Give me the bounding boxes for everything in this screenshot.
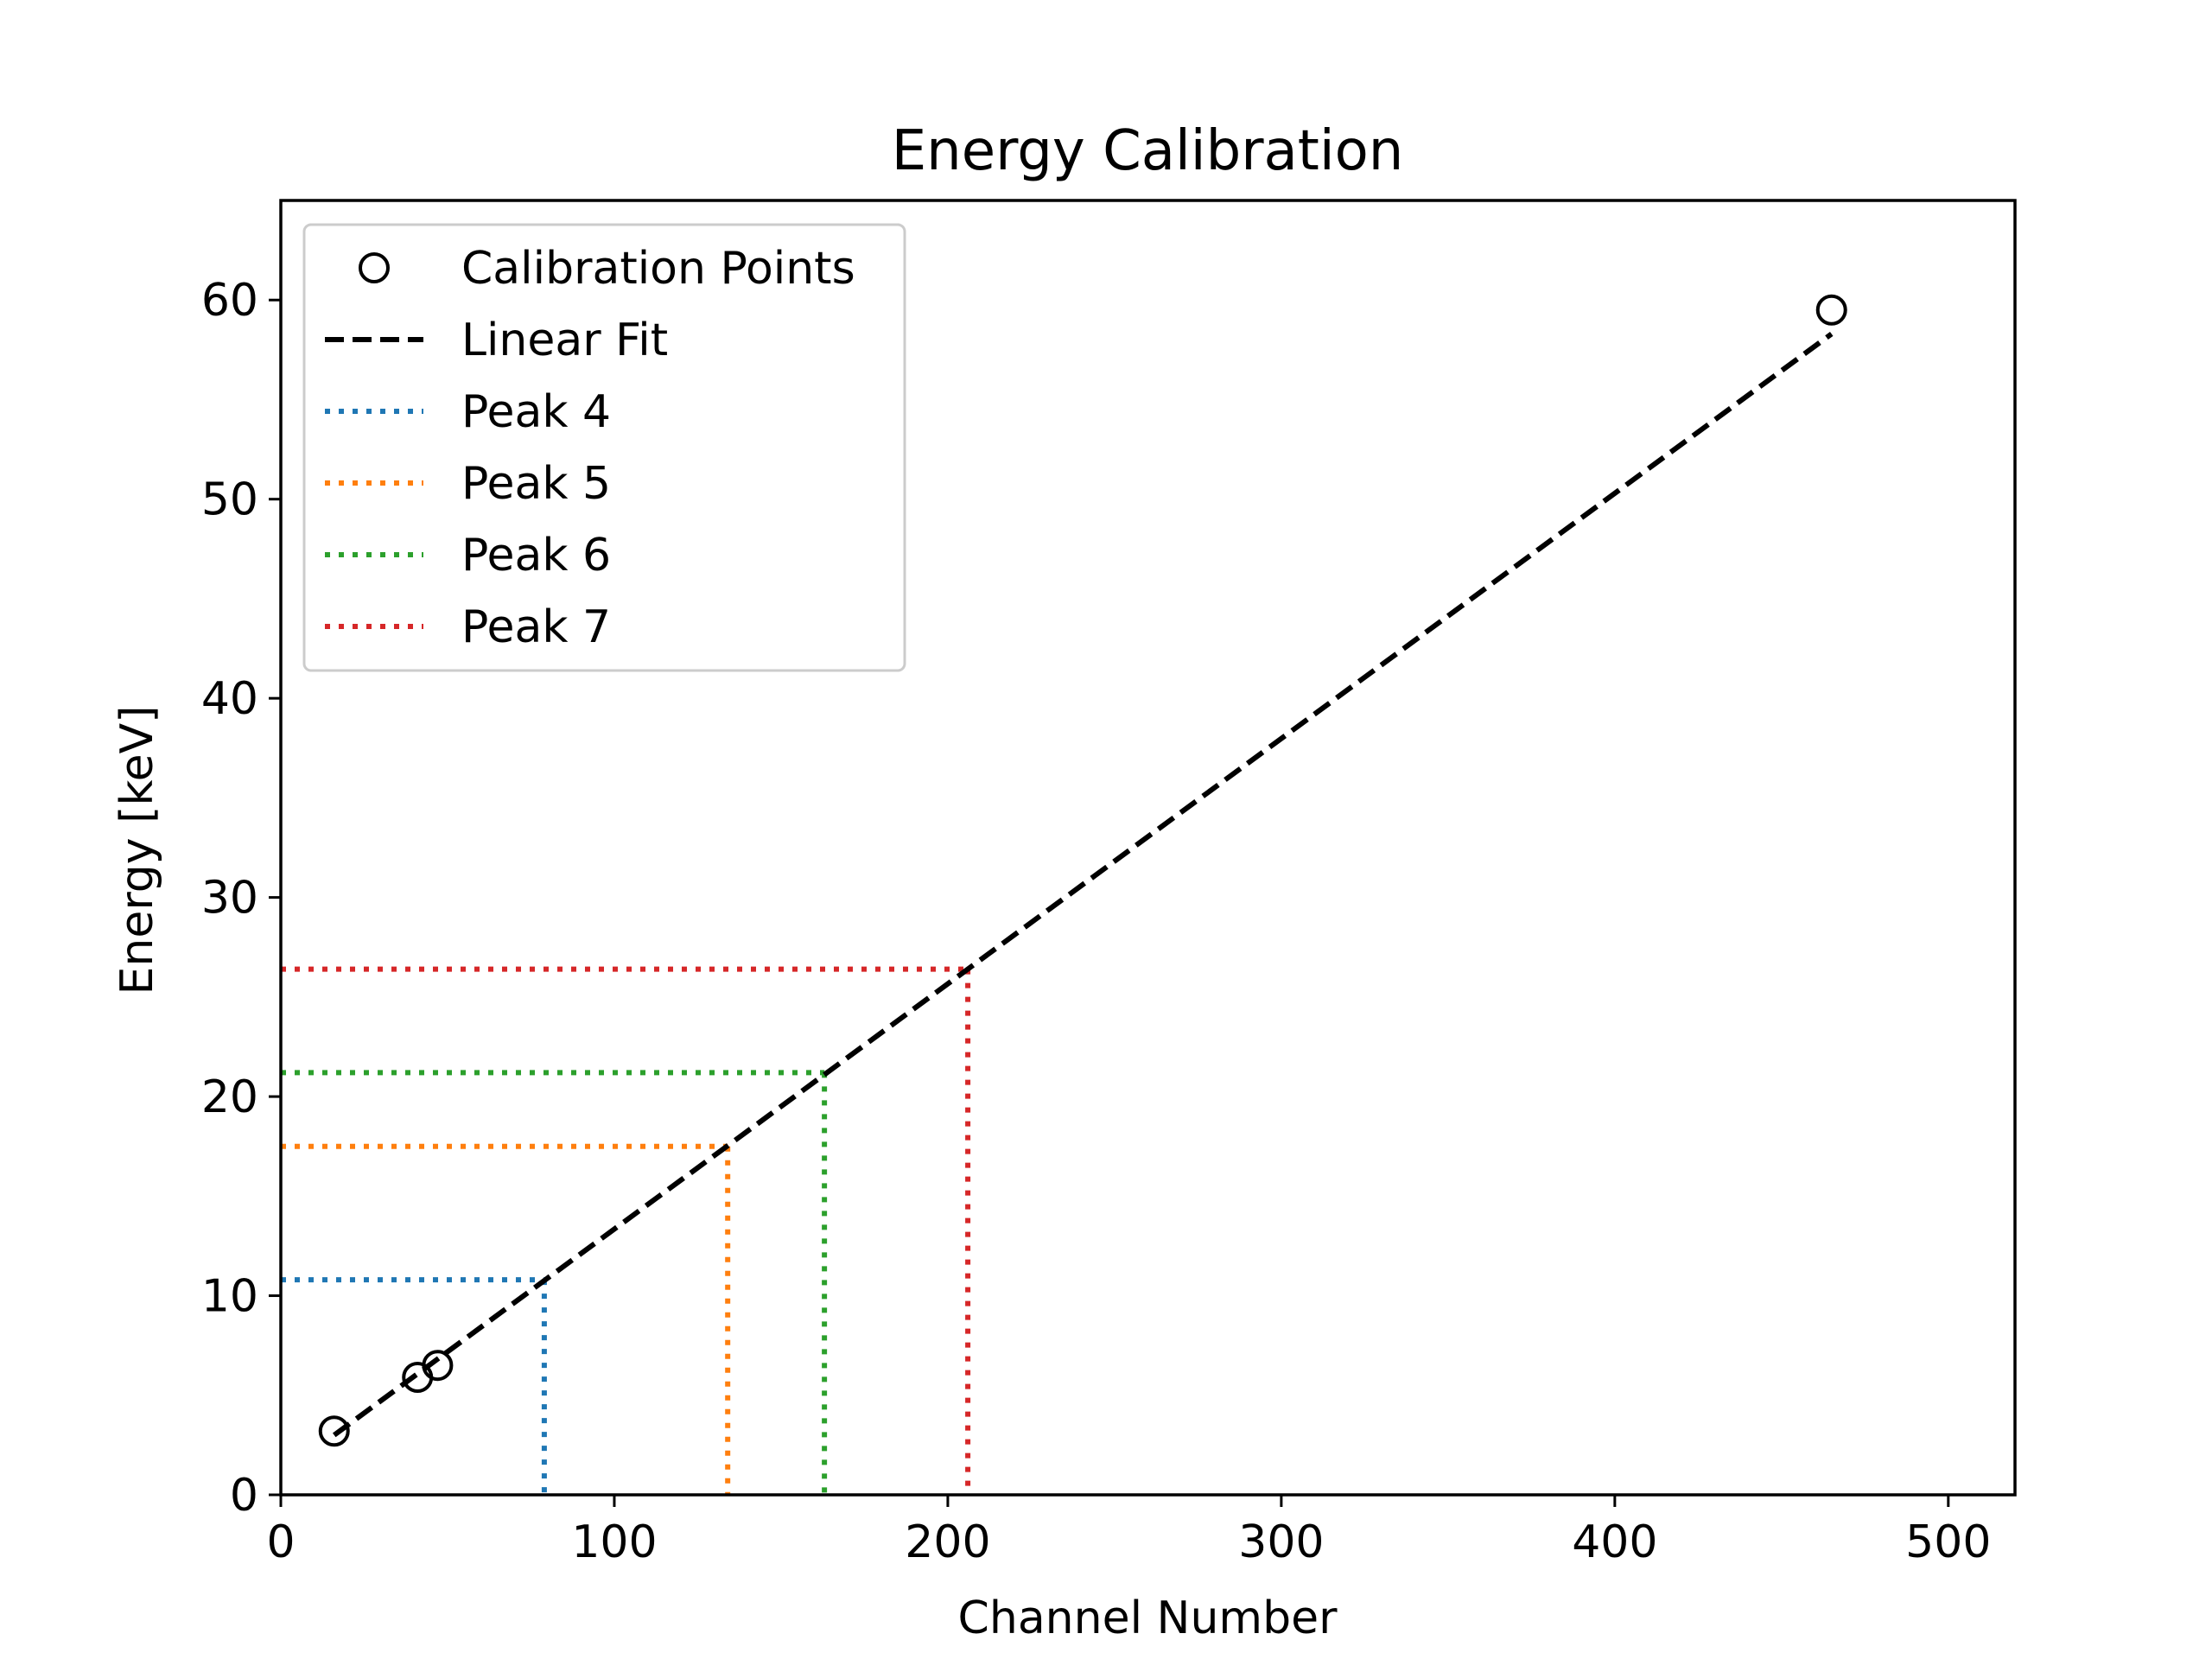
legend-label-peak-6: Peak 6 — [461, 530, 611, 582]
legend: Calibration Points Linear Fit Peak 4 Peak 5… — [302, 223, 906, 672]
y-tick-label: 50 — [201, 474, 258, 526]
legend-handle-calibration-points — [359, 252, 390, 283]
x-tick-label: 0 — [266, 1516, 295, 1568]
legend-label-calibration-points: Calibration Points — [461, 243, 855, 295]
calibration-point — [422, 1350, 454, 1382]
linear-fit-line — [332, 331, 1834, 1438]
plot-area: 0 100 200 300 400 500 0 10 20 30 40 50 60 — [201, 199, 2017, 1568]
chart-title: Energy Calibration — [892, 119, 1404, 183]
legend-label-peak-5: Peak 5 — [461, 458, 611, 510]
legend-label-linear-fit: Linear Fit — [461, 315, 668, 366]
calibration-point — [318, 1415, 350, 1447]
y-tick-label: 20 — [201, 1071, 258, 1123]
y-tick-label: 10 — [201, 1271, 258, 1323]
y-tick-label: 30 — [201, 873, 258, 925]
legend-box — [302, 223, 906, 672]
calibration-point — [1815, 294, 1847, 326]
y-axis-label: Energy [keV] — [111, 706, 163, 995]
x-tick-label: 300 — [1238, 1516, 1324, 1568]
y-tick-label: 60 — [201, 275, 258, 327]
x-axis-label: Channel Number — [958, 1592, 1338, 1644]
y-tick-label: 40 — [201, 673, 258, 725]
legend-label-peak-4: Peak 4 — [461, 386, 611, 438]
x-tick-label: 100 — [571, 1516, 657, 1568]
x-tick-label: 200 — [905, 1516, 990, 1568]
plot-frame — [279, 199, 2017, 1497]
legend-label-peak-7: Peak 7 — [461, 601, 611, 653]
x-tick-label: 400 — [1572, 1516, 1657, 1568]
x-tick-label: 500 — [1905, 1516, 1991, 1568]
y-tick-label: 0 — [230, 1470, 258, 1522]
